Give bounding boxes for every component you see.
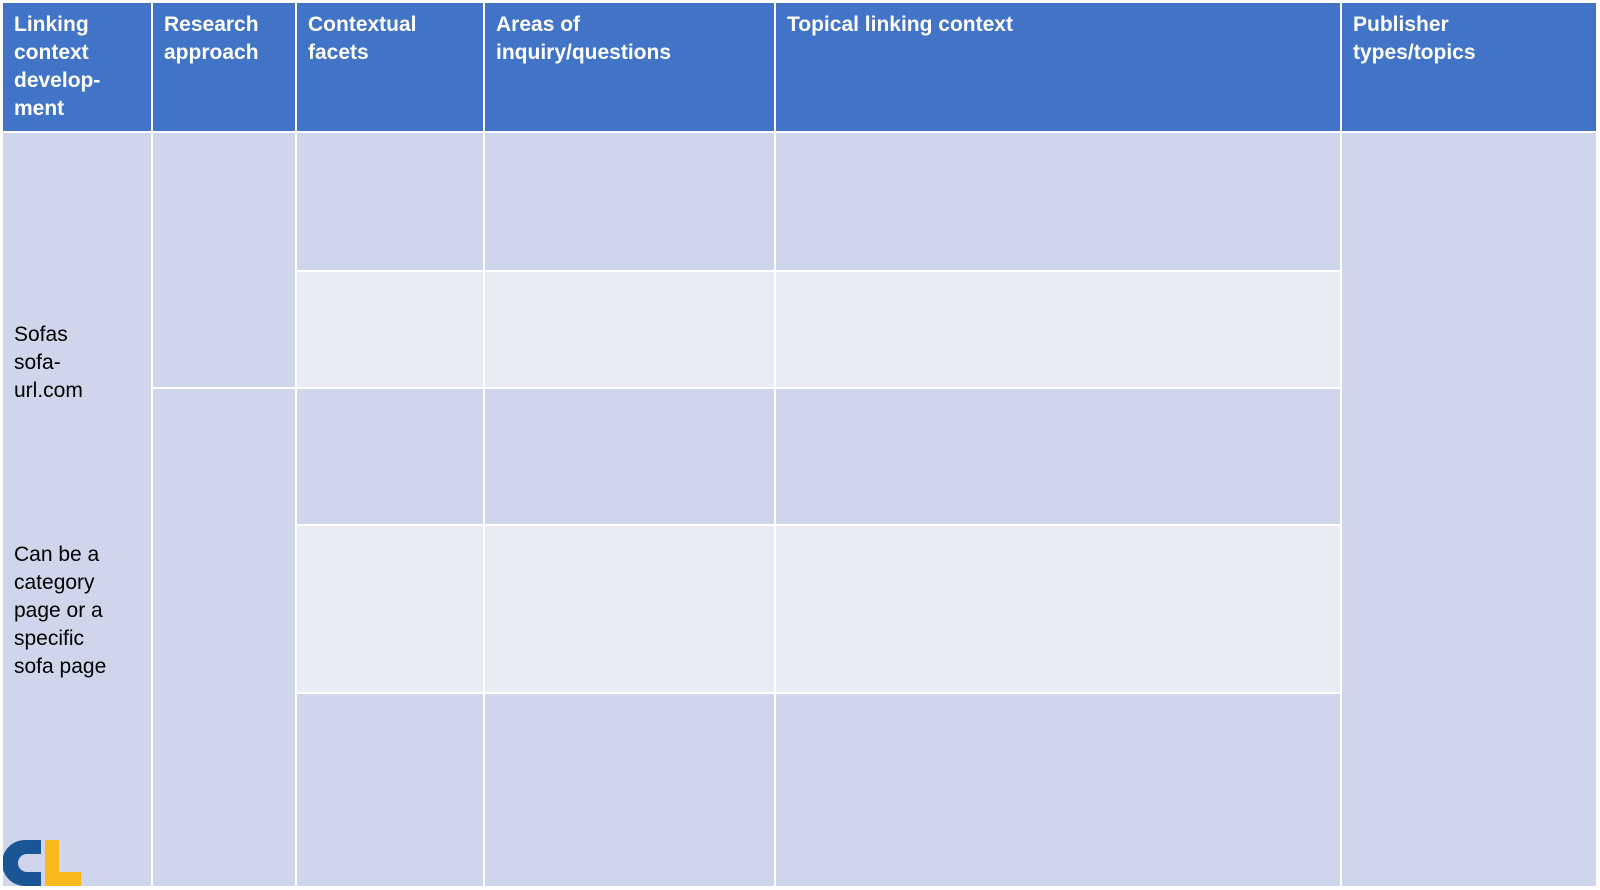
cell (485, 526, 774, 692)
cell (297, 272, 483, 387)
cell (485, 133, 774, 270)
cell-linking-context: Sofas sofa- url.com Can be a category pa… (3, 133, 151, 886)
site-text: Sofas sofa- url.com (14, 323, 83, 402)
cell-research-1 (153, 133, 295, 387)
header-publisher-types: Publisher types/topics (1342, 3, 1596, 131)
cell (776, 272, 1340, 387)
cell (776, 526, 1340, 692)
header-linking-context: Linking context develop- ment (3, 3, 151, 131)
linking-context-table: Linking context develop- ment Research a… (3, 3, 1596, 886)
note-text: Can be a category page or a specific sof… (14, 543, 107, 678)
cell (297, 694, 483, 886)
cell (485, 272, 774, 387)
cl-logo-icon (3, 840, 81, 886)
cell (297, 389, 483, 524)
header-contextual-facets: Contextual facets (297, 3, 483, 131)
cell (776, 694, 1340, 886)
cell-research-2 (153, 389, 295, 886)
cell (776, 133, 1340, 270)
header-topical-linking-context: Topical linking context (776, 3, 1340, 131)
header-research-approach: Research approach (153, 3, 295, 131)
header-areas-of-inquiry: Areas of inquiry/questions (485, 3, 774, 131)
cell (297, 526, 483, 692)
cell (297, 133, 483, 270)
cell-publisher-types (1342, 133, 1596, 886)
cell (776, 389, 1340, 524)
cell (485, 389, 774, 524)
cell (485, 694, 774, 886)
